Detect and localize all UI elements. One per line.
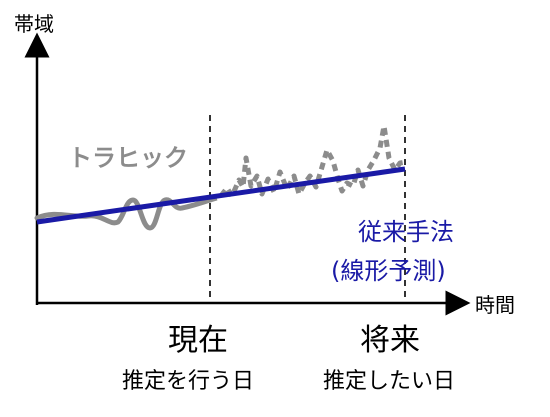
traffic-future-line [209, 123, 407, 203]
x-axis-label: 時間 [475, 293, 515, 317]
linear-trend-line [36, 166, 406, 225]
traffic-observed-line [34, 197, 213, 231]
future-label: 将来 [360, 323, 420, 358]
y-axis-label: 帯域 [14, 12, 54, 36]
traffic-label: トラヒック [68, 144, 188, 172]
method-label-line1: 従来手法 [358, 218, 454, 246]
future-sublabel: 推定したい日 [323, 369, 456, 394]
now-label: 現在 [168, 323, 228, 358]
now-sublabel: 推定を行う日 [122, 369, 255, 394]
method-label-line2: (線形予測) [331, 257, 446, 285]
